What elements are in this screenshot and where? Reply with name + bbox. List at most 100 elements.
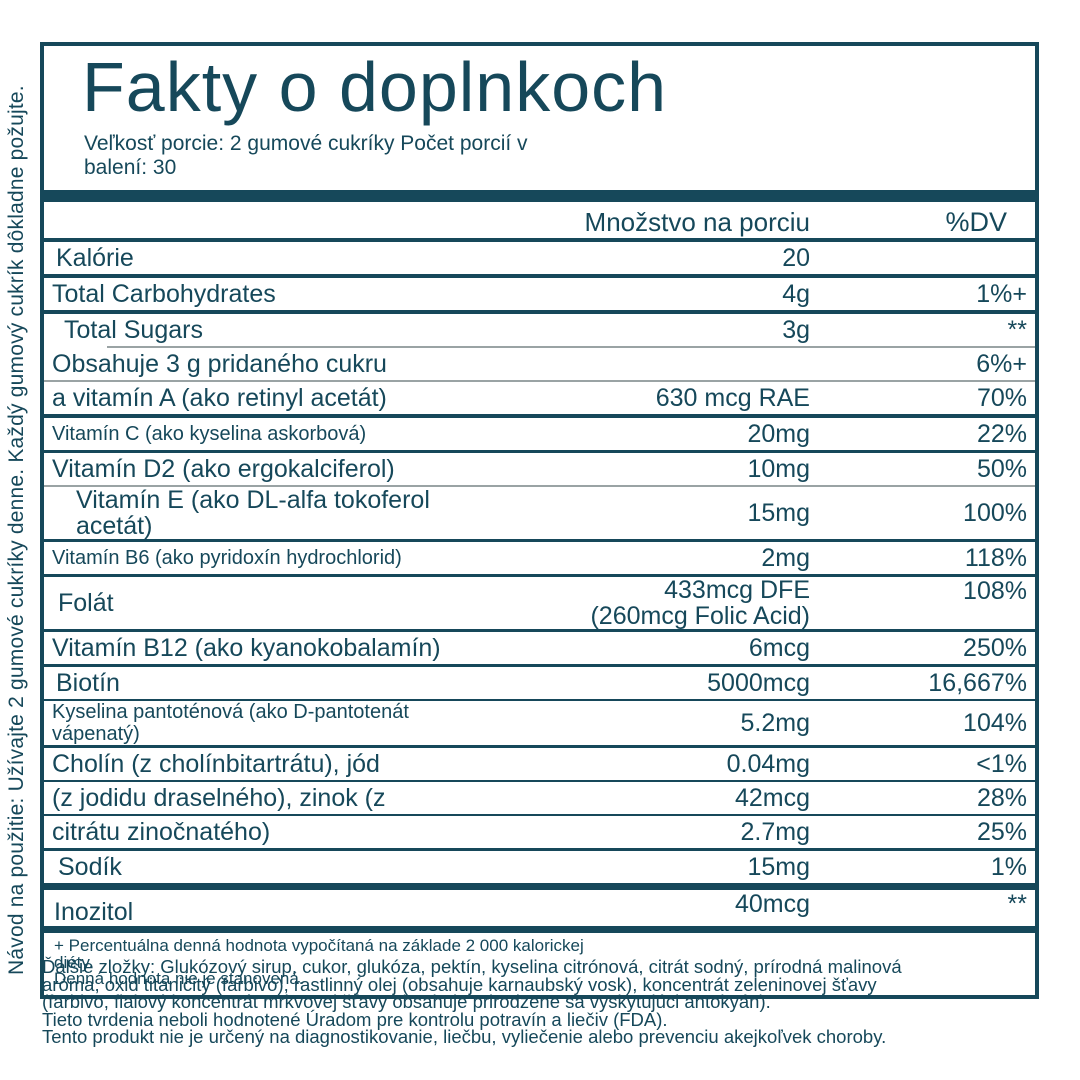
table-row: Total Carbohydrates 4g 1%+ xyxy=(44,278,1035,310)
footnote-line: + Percentuálna denná hodnota vypočítaná … xyxy=(54,936,584,955)
table-row: a vitamín A (ako retinyl acetát) 630 mcg … xyxy=(44,382,1035,414)
row-daily-value: 70% xyxy=(976,384,1027,412)
facts-panel: Fakty o doplnkoch Veľkosť porcie: 2 gumo… xyxy=(40,42,1039,999)
row-separator xyxy=(44,274,1035,278)
usage-directions-vertical-text: Návod na použitie: Užívajte 2 gumové cuk… xyxy=(5,85,28,975)
table-row: citrátu zinočnatého) 2.7mg 25% xyxy=(44,816,1035,848)
row-label: Vitamín D2 (ako ergokalciferol) xyxy=(52,455,395,483)
row-daily-value: 104% xyxy=(963,709,1027,737)
row-label: Obsahuje 3 g pridaného cukru xyxy=(52,350,387,378)
row-amount: 6mcg xyxy=(748,634,810,662)
row-daily-value: 16,667% xyxy=(928,669,1027,697)
column-amount-header: Množstvo na porciu xyxy=(584,207,810,237)
row-separator xyxy=(44,380,1035,382)
footnote-line: Denná hodnota nie je stanovená. xyxy=(54,969,304,988)
row-separator xyxy=(44,310,1035,314)
table-row: Obsahuje 3 g pridaného cukru 6%+ xyxy=(44,348,1035,380)
table-row: Cholín (z cholínbitartrátu), jód 0.04mg <1… xyxy=(44,748,1035,780)
row-amount: 630 mcg RAE xyxy=(655,384,810,412)
footnote-line: diéty. xyxy=(54,952,94,972)
row-separator xyxy=(107,346,1035,348)
row-daily-value: ** xyxy=(1007,316,1027,344)
row-separator xyxy=(44,450,1035,453)
table-row: Sodík 15mg 1% xyxy=(44,851,1035,883)
row-amount: 15mg xyxy=(747,853,810,881)
row-daily-value: 1%+ xyxy=(976,280,1027,308)
header-underline xyxy=(44,238,1035,242)
other-ingredients-and-disclaimer: Ďalšie zložky: Glukózový sirup, cukor, g… xyxy=(42,956,902,1048)
row-daily-value: 22% xyxy=(976,420,1027,448)
bottom-text-line: aróma, oxid titaničitý (farbivo), rastli… xyxy=(42,973,877,995)
row-amount: 15mg xyxy=(747,499,810,527)
serving-size-line: Veľkosť porcie: 2 gumové cukríky Počet p… xyxy=(84,132,528,155)
row-amount: 20 xyxy=(782,244,810,272)
table-row: Vitamín B6 (ako pyridoxín hydrochlorid) 2… xyxy=(44,542,1035,574)
row-amount: 4g xyxy=(782,280,810,308)
row-separator xyxy=(44,629,1035,632)
row-amount: 0.04mg xyxy=(726,750,810,778)
row-amount: 40mcg xyxy=(734,890,810,918)
bottom-text-line: Tieto tvrdenia neboli hodnotené Úradom p… xyxy=(42,1008,668,1030)
row-separator xyxy=(44,699,1035,701)
table-row: Vitamín C (ako kyselina askorbová) 20mg 22… xyxy=(44,418,1035,450)
row-label: Folát xyxy=(58,589,114,617)
row-daily-value: <1% xyxy=(976,750,1027,778)
row-label: Cholín (z cholínbitartrátu), jód xyxy=(52,750,380,778)
table-row: Folát 433mcg DFE (260mcg Folic Acid) 108% xyxy=(44,577,1035,629)
row-separator xyxy=(44,664,1035,667)
row-separator xyxy=(44,485,1035,487)
row-separator xyxy=(44,883,1035,890)
row-label: Vitamín B6 (ako pyridoxín hydrochlorid) xyxy=(52,547,402,569)
column-dv-header: %DV xyxy=(945,207,1007,237)
row-label: Vitamín C (ako kyselina askorbová) xyxy=(52,423,367,445)
row-label: Total Carbohydrates xyxy=(52,280,276,308)
row-amount: 2mg xyxy=(761,544,810,572)
row-amount: 5000mcg xyxy=(707,669,810,697)
row-amount: 5.2mg xyxy=(740,709,810,737)
row-amount: 433mcg DFE (260mcg Folic Acid) xyxy=(485,577,810,629)
row-label: Kyselina pantoténová (ako D-pantotenát v… xyxy=(52,701,409,745)
bottom-text-line: Ďalšie zložky: Glukózový sirup, cukor, g… xyxy=(42,956,902,977)
row-label: Sodík xyxy=(58,853,122,881)
row-label: a vitamín A (ako retinyl acetát) xyxy=(52,384,387,412)
row-separator xyxy=(44,574,1035,577)
bottom-text-line: (farbivo, fialový koncentrát mrkvovej šť… xyxy=(42,991,771,1013)
row-daily-value: 1% xyxy=(990,853,1027,881)
table-row: Inozitol 40mcg ** xyxy=(44,890,1035,926)
row-daily-value: 25% xyxy=(976,818,1027,846)
serving-info: Veľkosť porcie: 2 gumové cukríky Počet p… xyxy=(44,123,1035,190)
row-label: (z jodidu draselného), zinok (z xyxy=(52,784,386,812)
row-daily-value: 6%+ xyxy=(976,350,1027,378)
row-daily-value: 100% xyxy=(963,499,1027,527)
row-label: Vitamín B12 (ako kyanokobalamín) xyxy=(52,634,441,662)
row-separator xyxy=(44,745,1035,748)
row-label: Biotín xyxy=(56,669,120,697)
row-daily-value: 118% xyxy=(964,544,1027,572)
table-row: Vitamín B12 (ako kyanokobalamín) 6mcg 250% xyxy=(44,632,1035,664)
row-daily-value: ** xyxy=(1007,890,1027,918)
row-amount: 2.7mg xyxy=(740,818,810,846)
bottom-text-line: Tento produkt nie je určený na diagnosti… xyxy=(42,1026,887,1048)
row-amount: 10mg xyxy=(747,455,810,483)
page-title: Fakty o doplnkoch xyxy=(82,48,668,126)
row-separator xyxy=(44,414,1035,418)
table-row: Biotín 5000mcg 16,667% xyxy=(44,667,1035,699)
row-label: Total Sugars xyxy=(64,316,203,344)
table-row: Total Sugars 3g ** xyxy=(44,314,1035,346)
divider-thick-top xyxy=(44,190,1035,202)
row-daily-value: 28% xyxy=(976,784,1027,812)
row-separator xyxy=(44,539,1035,542)
row-daily-value: 250% xyxy=(963,634,1027,662)
servings-per-container-line: balení: 30 xyxy=(84,156,177,179)
table-row: Kalórie 20 xyxy=(44,242,1035,274)
row-amount: 42mcg xyxy=(734,784,810,812)
footnote: + Percentuálna denná hodnota vypočítaná … xyxy=(44,933,1035,995)
row-separator xyxy=(44,926,1035,933)
row-label: Inozitol xyxy=(54,898,134,926)
row-amount: 20mg xyxy=(747,420,810,448)
column-header-row: Množstvo na porciu %DV xyxy=(44,202,1035,238)
row-daily-value: 50% xyxy=(976,455,1027,483)
row-label: Vitamín E (ako DL-alfa tokoferol acetát) xyxy=(76,486,430,540)
table-row: Kyselina pantoténová (ako D-pantotenát v… xyxy=(44,701,1035,745)
